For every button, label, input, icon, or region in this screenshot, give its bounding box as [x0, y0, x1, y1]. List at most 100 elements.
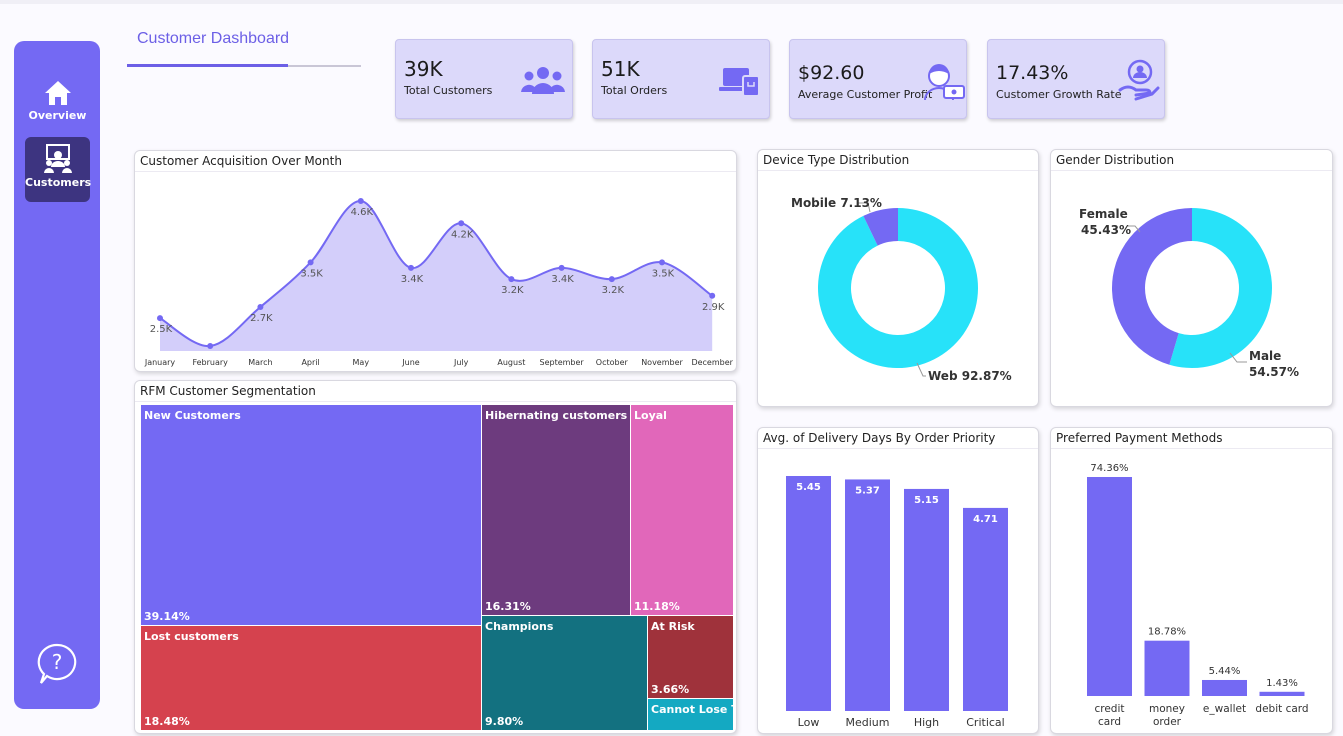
payment-bar-label: 5.44%: [1209, 666, 1241, 677]
acquisition-data-label: 3.5K: [300, 268, 323, 279]
acquisition-point[interactable]: [157, 315, 163, 322]
delivery-bar[interactable]: [786, 476, 831, 711]
kpi-label: Average Customer Profit: [798, 88, 933, 101]
acquisition-point[interactable]: [508, 276, 515, 283]
payment-bar[interactable]: [1202, 679, 1247, 696]
segment-champions[interactable]: Champions 9.80%: [481, 615, 648, 731]
profit-icon: [924, 64, 965, 101]
panel-divider: [758, 170, 1038, 171]
acquisition-point[interactable]: [458, 220, 465, 227]
payment-bar-label: 1.43%: [1266, 678, 1298, 689]
sidebar: Overview Customers ?: [14, 41, 100, 709]
segment-new-customers[interactable]: New Customers 39.14%: [140, 404, 482, 626]
acquisition-month-label: December: [691, 358, 733, 367]
nav-overview-button[interactable]: Overview: [25, 73, 90, 138]
delivery-category-label: Low: [798, 716, 820, 729]
acquisition-month-label: August: [497, 358, 525, 367]
top-strip: [0, 0, 1343, 4]
acquisition-data-label: 2.5K: [150, 324, 173, 335]
acquisition-point[interactable]: [357, 198, 364, 204]
segment-name: Loyal: [634, 409, 667, 422]
payment-bar[interactable]: [1259, 691, 1305, 696]
acquisition-month-label: June: [401, 358, 420, 367]
acquisition-area: [160, 200, 713, 351]
acquisition-point[interactable]: [307, 259, 314, 266]
segment-name: Lost customers: [144, 630, 239, 643]
acquisition-point[interactable]: [408, 264, 414, 271]
acquisition-panel: Customer Acquisition Over Month 2.5K Janu…: [134, 150, 737, 372]
segment-loyal[interactable]: Loyal 11.18%: [630, 404, 734, 616]
payment-bar[interactable]: [1087, 477, 1132, 696]
acquisition-data-label: 4.2K: [451, 229, 474, 240]
acquisition-point[interactable]: [558, 264, 565, 271]
acquisition-month-label: October: [596, 358, 629, 367]
segment-at-risk[interactable]: At Risk 3.66%: [647, 615, 734, 699]
delivery-category-label: Critical: [966, 716, 1004, 729]
gender-pct-female: 45.43%: [1081, 223, 1131, 237]
device-slice-web: [818, 208, 978, 368]
payment-category-label: money: [1149, 703, 1185, 715]
acquisition-data-label: 3.2K: [501, 285, 524, 296]
segment-cannot-lose-them[interactable]: Cannot Lose T...: [647, 698, 737, 731]
payment-bar-label: 18.78%: [1148, 627, 1186, 638]
device-chart: Mobile 7.13% Web 92.87%: [791, 196, 1012, 383]
gender-pct-male: 54.57%: [1249, 365, 1299, 379]
page-title: Customer Dashboard: [137, 30, 290, 47]
delivery-bar-label: 5.37: [855, 485, 880, 496]
kpi-average-customer-profit: $92.60 Average Customer Profit: [789, 39, 967, 119]
delivery-chart: 5.45 Low 5.37 Medium 5.15 High 4.71 Critical: [786, 476, 1008, 729]
kpi-label: Customer Growth Rate: [996, 88, 1122, 101]
acquisition-data-label: 2.7K: [250, 313, 273, 324]
panel-title: Device Type Distribution: [763, 153, 910, 167]
acquisition-point[interactable]: [659, 259, 665, 266]
delivery-category-label: Medium: [846, 716, 890, 729]
segment-hibernating-customers[interactable]: Hibernating customers 16.31%: [481, 404, 631, 616]
kpi-total-orders: 51K Total Orders: [592, 39, 770, 119]
panel-title: RFM Customer Segmentation: [140, 384, 316, 398]
gender-panel: Gender Distribution Female 45.43% Male 5…: [1050, 149, 1333, 407]
acquisition-data-label: 3.4K: [401, 274, 424, 285]
acquisition-point[interactable]: [608, 276, 615, 283]
segment-value: 18.48%: [144, 715, 190, 728]
kpi-value: 39K: [404, 57, 443, 81]
panel-divider: [1051, 448, 1332, 449]
panel-divider: [135, 401, 736, 402]
nav-customers-label: Customers: [25, 176, 92, 189]
delivery-bar[interactable]: [963, 507, 1008, 711]
kpi-total-customers: 39K Total Customers: [395, 39, 573, 119]
kpi-label: Total Customers: [404, 84, 493, 97]
kpi-value: $92.60: [798, 62, 865, 84]
segment-name: Champions: [485, 620, 554, 633]
device-label-mobile: Mobile 7.13%: [791, 196, 882, 210]
delivery-bar[interactable]: [904, 488, 949, 711]
leader-line: [916, 362, 926, 377]
svg-text:?: ?: [52, 650, 63, 674]
acquisition-data-label: 2.9K: [702, 302, 725, 313]
segment-name: Cannot Lose T...: [651, 703, 737, 716]
payment-category-label: e_wallet: [1203, 703, 1246, 715]
acquisition-point[interactable]: [257, 303, 264, 310]
segment-lost-customers[interactable]: Lost customers 18.48%: [140, 625, 482, 731]
leader-line: [857, 202, 871, 213]
payment-category-label: order: [1153, 716, 1182, 728]
delivery-panel: Avg. of Delivery Days By Order Priority …: [757, 427, 1039, 734]
gender-label-female: Female: [1079, 207, 1128, 221]
payment-bar[interactable]: [1144, 640, 1190, 696]
gender-chart: Female 45.43% Male 54.57%: [1079, 207, 1299, 379]
payment-category-label: debit card: [1255, 703, 1308, 715]
delivery-bar[interactable]: [845, 479, 890, 711]
acquisition-month-label: March: [248, 358, 272, 367]
users-icon: [521, 67, 565, 94]
acquisition-chart: 2.5K January February 2.7K March 3.5K April 4.6…: [144, 198, 734, 367]
panel-divider: [135, 171, 736, 172]
kpi-label: Total Orders: [601, 84, 668, 97]
title-underline: [288, 65, 361, 67]
acquisition-point[interactable]: [709, 292, 716, 299]
nav-customers-button[interactable]: Customers: [25, 137, 92, 202]
segment-value: 11.18%: [634, 600, 680, 613]
delivery-bar-label: 5.15: [914, 495, 939, 506]
acquisition-data-label: 3.5K: [652, 268, 675, 279]
acquisition-point[interactable]: [207, 343, 214, 349]
help-icon[interactable]: ?: [37, 643, 77, 687]
kpi-value: 17.43%: [996, 62, 1069, 84]
